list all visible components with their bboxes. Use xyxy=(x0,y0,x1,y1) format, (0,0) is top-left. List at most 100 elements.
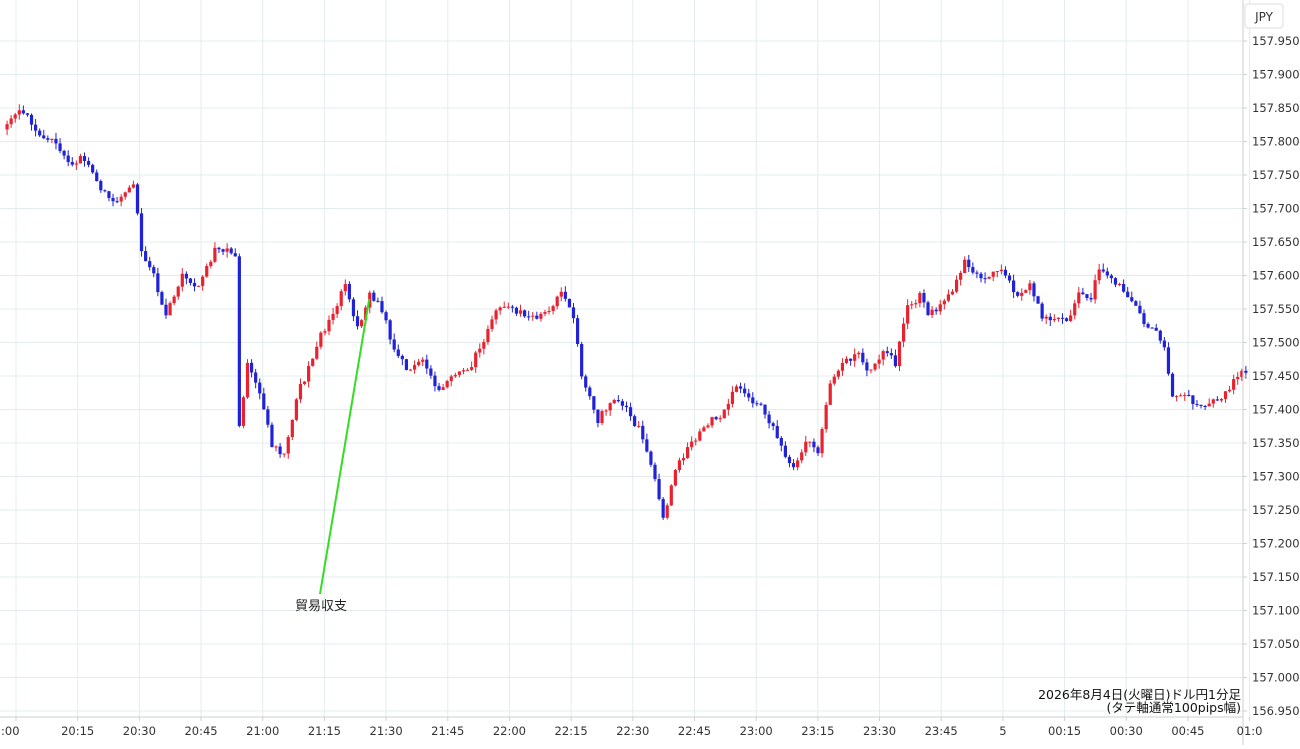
candle-up xyxy=(1024,290,1028,293)
candle-down xyxy=(249,362,254,373)
candle-up xyxy=(498,307,502,311)
candle-up xyxy=(1052,319,1056,321)
candle-up xyxy=(950,291,955,295)
candle-up xyxy=(673,469,677,486)
price-axis: 157.950 157.900 157.850 157.800 157.750 157.7… xyxy=(1243,34,1300,718)
candle-up xyxy=(241,397,246,426)
time-tick-label: 5 xyxy=(999,724,1006,738)
candle-up xyxy=(930,309,934,315)
candle-up xyxy=(1077,292,1081,304)
candle-down xyxy=(221,249,225,252)
candle-down xyxy=(95,172,99,182)
price-tick-label: 157.100 xyxy=(1252,604,1300,618)
candle-down xyxy=(355,316,360,327)
candle-up xyxy=(999,269,1003,272)
candle-down xyxy=(46,138,50,140)
candle-up xyxy=(127,187,131,193)
candle-down xyxy=(111,197,115,202)
candle-down xyxy=(1060,317,1065,319)
candle-down xyxy=(514,307,519,314)
candle-up xyxy=(339,291,343,307)
price-tick-label: 157.350 xyxy=(1252,436,1300,450)
candle-down xyxy=(775,426,779,438)
candle-up xyxy=(209,261,213,267)
candle-up xyxy=(449,376,453,381)
candle-up xyxy=(1020,292,1024,296)
candle-up xyxy=(17,110,21,115)
candle-down xyxy=(148,261,152,268)
candle-down xyxy=(86,161,91,165)
candle-down xyxy=(588,387,592,397)
candle-down xyxy=(628,407,633,417)
candle-down xyxy=(979,273,983,279)
candle-down xyxy=(254,372,258,383)
time-tick-label: 00:30 xyxy=(1110,724,1143,738)
candle-down xyxy=(1101,269,1105,272)
candle-down xyxy=(1032,283,1036,297)
candle-up xyxy=(323,331,327,333)
price-tick-label: 157.450 xyxy=(1252,369,1300,383)
time-tick-label: 20:45 xyxy=(184,724,217,738)
candle-up xyxy=(857,352,861,355)
candle-down xyxy=(633,416,637,426)
candle-down xyxy=(1158,330,1162,341)
candle-up xyxy=(1211,399,1215,404)
candle-down xyxy=(653,464,657,480)
candle-down xyxy=(885,351,889,354)
candle-up xyxy=(474,352,478,368)
candle-down xyxy=(535,315,539,319)
candle-up xyxy=(50,138,54,140)
candle-down xyxy=(620,401,624,406)
candle-down xyxy=(1064,318,1069,321)
candle-down xyxy=(396,349,400,356)
candle-up xyxy=(690,441,694,448)
candle-down xyxy=(759,403,763,405)
candle-up xyxy=(726,403,730,410)
candle-down xyxy=(771,423,775,427)
candle-down xyxy=(1203,405,1207,407)
candle-down xyxy=(1012,280,1016,293)
candle-down xyxy=(510,306,514,308)
currency-label-box[interactable] xyxy=(1244,3,1284,29)
candle-up xyxy=(897,341,902,367)
candle-up xyxy=(408,369,413,371)
candle-up xyxy=(286,437,290,454)
candle-down xyxy=(971,267,975,273)
candle-up xyxy=(245,362,250,398)
candle-up xyxy=(1175,396,1179,398)
candle-up xyxy=(445,380,449,388)
candle-down xyxy=(1142,313,1146,324)
price-tick-label: 157.150 xyxy=(1252,570,1300,584)
price-tick-label: 157.600 xyxy=(1252,269,1300,283)
candle-down xyxy=(975,272,979,274)
candle-up xyxy=(421,359,425,362)
candle-down xyxy=(527,316,531,318)
candle-down xyxy=(347,284,351,300)
candle-down xyxy=(812,441,816,448)
candle-up xyxy=(853,354,857,361)
candle-down xyxy=(1138,305,1142,314)
price-tick-label: 157.550 xyxy=(1252,302,1300,316)
currency-label: JPY xyxy=(1254,10,1274,24)
candle-up xyxy=(987,276,991,279)
candle-down xyxy=(144,251,148,262)
candle-up xyxy=(172,296,176,304)
candle-up xyxy=(168,303,172,316)
time-tick-label: :00 xyxy=(1,724,20,738)
candle-up xyxy=(836,370,840,377)
candle-up xyxy=(600,411,604,424)
candle-up xyxy=(840,362,845,371)
candle-down xyxy=(1130,297,1134,302)
candle-down xyxy=(217,247,221,250)
price-tick-label: 157.500 xyxy=(1252,336,1300,350)
candle-up xyxy=(946,294,950,301)
candle-down xyxy=(192,282,197,287)
candle-down xyxy=(751,397,755,404)
candle-down xyxy=(70,162,74,165)
candle-down xyxy=(58,143,62,151)
candle-down xyxy=(816,447,820,454)
candle-up xyxy=(298,383,303,400)
candle-up xyxy=(694,440,698,442)
time-tick-label: 23:15 xyxy=(801,724,834,738)
